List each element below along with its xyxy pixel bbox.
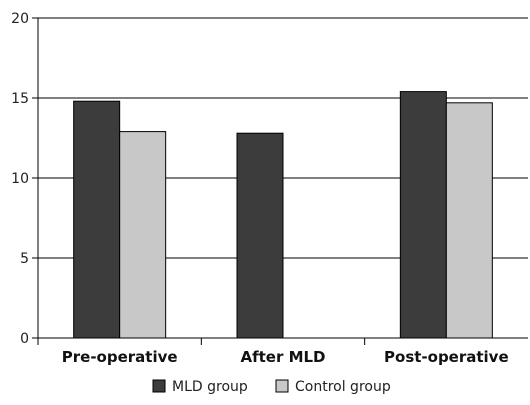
legend-label-mld-group: MLD group [172, 379, 248, 395]
bar-mld-group-0 [73, 100, 121, 339]
x-category-label: Pre-operative [62, 348, 178, 366]
y-tick-label: 10 [11, 171, 29, 187]
bar-mld-group-1 [236, 132, 284, 339]
y-tick-label: 0 [20, 331, 29, 347]
axes [32, 17, 528, 345]
legend-swatch-mld-group [152, 379, 166, 393]
y-tick-labels: 0 5 10 15 20 [11, 11, 29, 347]
legend-label-control-group: Control group [295, 379, 391, 395]
y-tick-label: 15 [11, 91, 29, 107]
bars [73, 91, 493, 339]
y-tick-label: 20 [11, 11, 29, 27]
bar-control-group-0 [119, 131, 167, 339]
x-category-label: Post-operative [384, 348, 509, 366]
x-category-labels: Pre-operative After MLD Post-operative [62, 348, 509, 366]
legend: MLD group Control group [152, 379, 391, 395]
x-category-label: After MLD [240, 348, 325, 366]
bar-mld-group-2 [399, 91, 447, 339]
y-tick-label: 5 [20, 251, 29, 267]
bar-control-group-2 [445, 102, 493, 339]
legend-swatch-control-group [275, 379, 289, 393]
